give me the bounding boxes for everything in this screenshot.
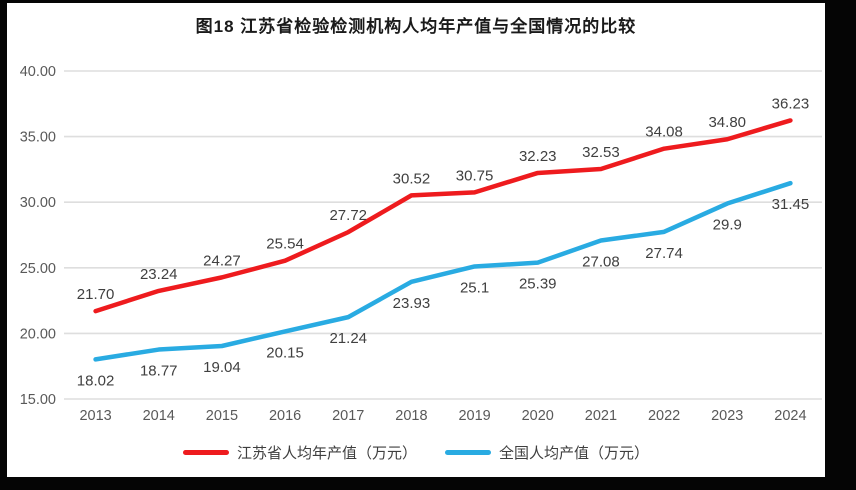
svg-text:34.80: 34.80 xyxy=(708,114,746,131)
svg-text:20.00: 20.00 xyxy=(20,326,56,342)
svg-text:31.45: 31.45 xyxy=(772,196,810,213)
legend-item-national[interactable]: 全国人均产值（万元） xyxy=(445,442,649,463)
svg-text:25.54: 25.54 xyxy=(266,236,304,253)
svg-text:2018: 2018 xyxy=(395,408,427,424)
svg-text:23.93: 23.93 xyxy=(393,295,431,312)
svg-text:15.00: 15.00 xyxy=(20,392,56,408)
svg-text:21.24: 21.24 xyxy=(329,330,367,347)
svg-text:2020: 2020 xyxy=(522,408,554,424)
svg-text:2022: 2022 xyxy=(648,408,680,424)
chart-legend: 江苏省人均年产值（万元） 全国人均产值（万元） xyxy=(7,442,825,463)
svg-text:32.23: 32.23 xyxy=(519,148,557,165)
svg-text:2014: 2014 xyxy=(143,408,175,424)
screen-edge-top xyxy=(0,0,856,3)
legend-label-national: 全国人均产值（万元） xyxy=(499,445,650,462)
svg-text:2023: 2023 xyxy=(711,408,743,424)
svg-text:2024: 2024 xyxy=(774,408,806,424)
svg-text:2019: 2019 xyxy=(458,408,490,424)
national-line-swatch-icon xyxy=(445,450,491,455)
svg-text:27.74: 27.74 xyxy=(645,245,683,262)
svg-text:27.08: 27.08 xyxy=(582,254,620,271)
svg-text:32.53: 32.53 xyxy=(582,144,620,161)
legend-label-jiangsu: 江苏省人均年产值（万元） xyxy=(236,445,417,462)
screen-edge-right xyxy=(825,0,856,490)
screen-edge-bottom xyxy=(0,477,856,490)
svg-text:18.77: 18.77 xyxy=(140,363,178,380)
svg-text:29.9: 29.9 xyxy=(713,217,742,234)
svg-text:2021: 2021 xyxy=(585,408,617,424)
svg-text:30.75: 30.75 xyxy=(456,167,494,184)
svg-text:2017: 2017 xyxy=(332,408,364,424)
jiangsu-line-swatch-icon xyxy=(182,450,229,455)
svg-text:21.70: 21.70 xyxy=(77,286,115,303)
svg-text:40.00: 40.00 xyxy=(20,64,56,80)
svg-text:25.1: 25.1 xyxy=(460,279,489,296)
chart-title: 图18 江苏省检验检测机构人均年产值与全国情况的比较 xyxy=(195,17,637,36)
svg-text:35.00: 35.00 xyxy=(20,130,56,146)
svg-text:30.00: 30.00 xyxy=(20,195,56,211)
svg-text:20.15: 20.15 xyxy=(266,344,304,361)
svg-text:2016: 2016 xyxy=(269,408,301,424)
svg-text:23.24: 23.24 xyxy=(140,266,178,283)
svg-text:19.04: 19.04 xyxy=(203,359,241,376)
svg-text:30.52: 30.52 xyxy=(393,170,431,187)
svg-text:2015: 2015 xyxy=(206,408,238,424)
svg-text:2013: 2013 xyxy=(79,408,111,424)
svg-text:25.00: 25.00 xyxy=(20,261,56,277)
svg-text:27.72: 27.72 xyxy=(329,207,367,224)
svg-text:24.27: 24.27 xyxy=(203,252,241,269)
legend-item-jiangsu[interactable]: 江苏省人均年产值（万元） xyxy=(182,442,417,463)
svg-text:18.02: 18.02 xyxy=(77,372,115,389)
screen-edge-left xyxy=(0,0,7,490)
svg-text:25.39: 25.39 xyxy=(519,276,557,293)
svg-text:34.08: 34.08 xyxy=(645,124,683,141)
svg-text:36.23: 36.23 xyxy=(772,95,810,112)
